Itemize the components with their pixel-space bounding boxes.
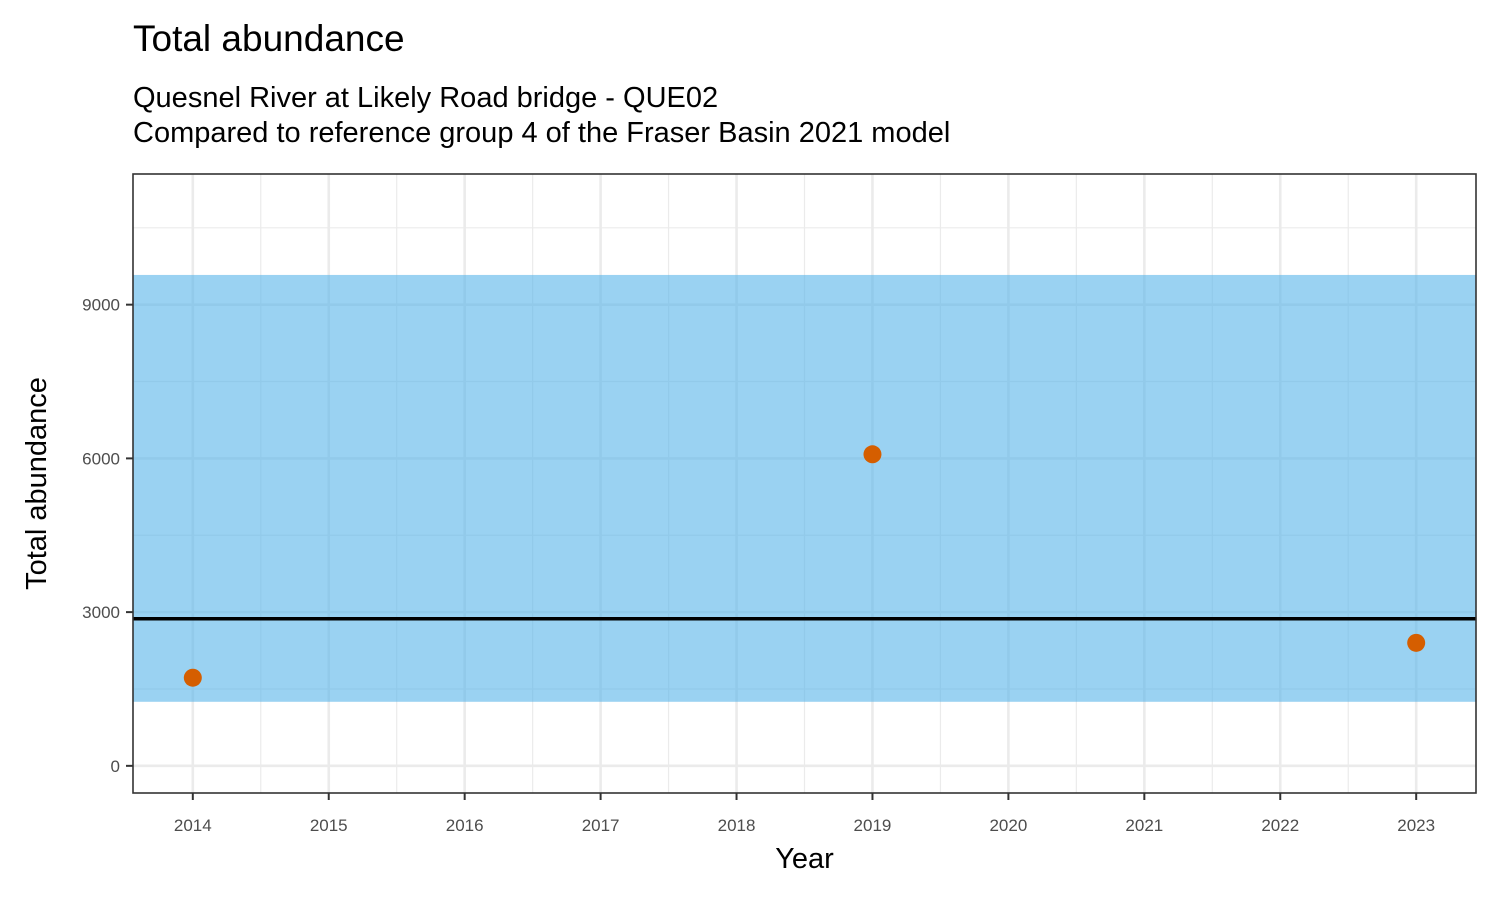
panel-border xyxy=(132,173,1477,794)
x-tick-label: 2014 xyxy=(174,816,212,835)
x-axis-title: Year xyxy=(775,843,834,875)
x-tick-label: 2022 xyxy=(1261,816,1299,835)
x-tick-label: 2019 xyxy=(854,816,892,835)
x-tick-label: 2016 xyxy=(446,816,484,835)
data-point xyxy=(863,445,882,464)
y-tick-label: 6000 xyxy=(82,449,120,468)
x-tick-label: 2023 xyxy=(1397,816,1435,835)
y-axis-title: Total abundance xyxy=(21,377,53,590)
data-point xyxy=(1407,633,1426,652)
x-tick-label: 2015 xyxy=(310,816,348,835)
x-tick-label: 2021 xyxy=(1125,816,1163,835)
subtitle-line-1: Quesnel River at Likely Road bridge - QU… xyxy=(133,82,719,114)
y-tick-label: 0 xyxy=(111,757,120,776)
reference-band xyxy=(133,274,1476,702)
data-point xyxy=(183,668,202,687)
x-tick-label: 2018 xyxy=(718,816,756,835)
y-tick-label: 9000 xyxy=(82,296,120,315)
subtitle-line-2: Compared to reference group 4 of the Fra… xyxy=(133,117,951,149)
x-tick-label: 2020 xyxy=(989,816,1027,835)
x-tick-label: 2017 xyxy=(582,816,620,835)
chart-subtitle: Quesnel River at Likely Road bridge - QU… xyxy=(133,81,950,151)
y-tick-label: 3000 xyxy=(82,603,120,622)
chart-title: Total abundance xyxy=(133,18,405,59)
